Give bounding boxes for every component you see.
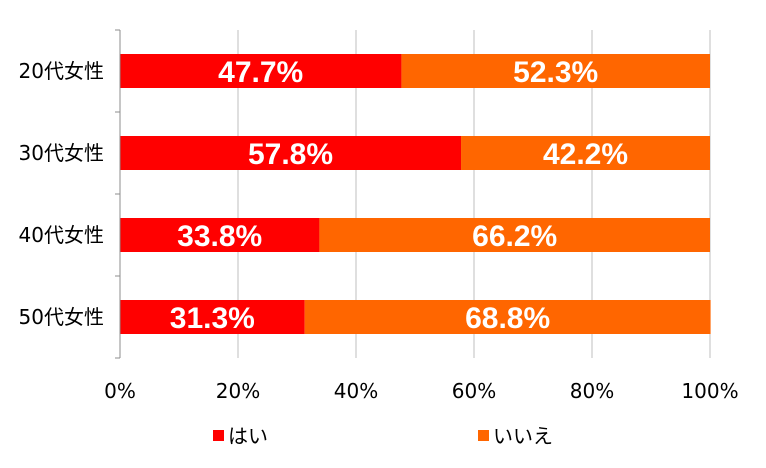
bar-segment [319, 218, 710, 252]
legend-swatch [478, 430, 489, 441]
data-label: 33.8% [177, 220, 262, 253]
data-label: 66.2% [472, 220, 557, 253]
bar-segment [401, 54, 710, 88]
bars-group: 47.7% 52.3% 57.8% 42.2% 33.8% 66.2% 31.3% 68.8% [120, 54, 711, 335]
bar-segment [304, 300, 711, 334]
category-label: 20代女性 [19, 59, 104, 83]
x-tick-label: 60% [452, 379, 496, 403]
bar-segment [120, 218, 320, 252]
x-tick-label: 20% [216, 379, 260, 403]
x-tick-label: 80% [570, 379, 614, 403]
data-label: 52.3% [513, 56, 598, 89]
data-label: 42.2% [543, 138, 628, 171]
bar-segment [461, 136, 710, 170]
bar-segment [120, 136, 462, 170]
category-label: 30代女性 [19, 141, 104, 165]
legend-swatch [213, 430, 224, 441]
legend-label: いいえ [493, 424, 553, 448]
data-label: 31.3% [170, 302, 255, 335]
data-label: 57.8% [248, 138, 333, 171]
x-tick-label: 0% [104, 379, 136, 403]
data-label: 68.8% [465, 302, 550, 335]
category-label: 50代女性 [19, 305, 104, 329]
bar-segment [120, 300, 305, 334]
legend: はい いいえ [213, 424, 553, 448]
legend-label: はい [228, 424, 268, 448]
bar-segment [120, 54, 402, 88]
category-label: 40代女性 [19, 223, 104, 247]
x-tick-label: 100% [681, 379, 738, 403]
data-label: 47.7% [218, 56, 303, 89]
axes: 0% 20% 40% 60% 80% 100% 20代女性 30代女性 40代女性 50代女性 [19, 29, 739, 403]
x-tick-label: 40% [334, 379, 378, 403]
